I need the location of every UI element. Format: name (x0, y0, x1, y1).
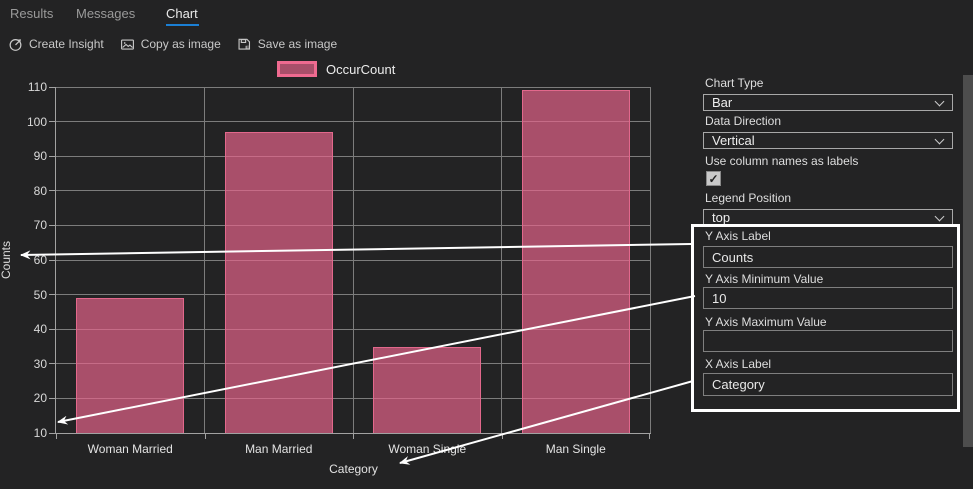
panel-scrollbar[interactable] (963, 75, 973, 447)
bar-man-single (521, 90, 630, 433)
y-tick (49, 397, 56, 399)
gridline-horizontal (56, 121, 651, 123)
gridline-horizontal (56, 224, 651, 226)
y-axis-title: Counts (0, 240, 13, 280)
tab-results[interactable]: Results (10, 6, 54, 21)
y-tick (49, 224, 56, 226)
copy-as-image-label: Copy as image (140, 37, 221, 51)
create-insight-label: Create Insight (29, 37, 104, 51)
gridline-horizontal (56, 294, 651, 296)
x-tick (501, 433, 503, 439)
checkmark-icon: ✓ (708, 172, 719, 186)
gridline-horizontal (56, 155, 651, 157)
gridline-horizontal (56, 86, 651, 88)
x-category-label: Man Married (245, 442, 313, 456)
y-tick (49, 121, 56, 123)
y-tick-label: 50 (33, 287, 47, 302)
x-axis-label-input[interactable] (703, 373, 953, 396)
y-tick-label: 80 (33, 183, 47, 198)
y-tick-label: 60 (33, 253, 47, 267)
tab-messages[interactable]: Messages (76, 6, 136, 21)
chart-type-value: Bar (712, 95, 733, 110)
gridline-horizontal (56, 259, 651, 261)
image-icon (120, 37, 135, 52)
use-column-names-checkbox[interactable]: ✓ (706, 171, 721, 186)
y-tick-label: 20 (33, 391, 47, 406)
y-tick (49, 328, 56, 330)
y-axis-max-input[interactable] (703, 330, 953, 352)
y-tick-label: 110 (27, 80, 47, 94)
y-tick (49, 86, 56, 88)
gridline-vertical (352, 87, 354, 433)
chart-type-label: Chart Type (705, 76, 764, 90)
x-axis-title: Category (329, 462, 378, 476)
y-tick-label: 10 (33, 426, 47, 440)
y-tick-label: 90 (33, 149, 47, 164)
y-axis-min-label: Y Axis Minimum Value (705, 272, 824, 286)
y-tick (49, 432, 56, 434)
chevron-down-icon (934, 211, 945, 222)
copy-as-image-button[interactable]: Copy as image (120, 37, 221, 52)
legend-item-occurcount[interactable]: OccurCount (277, 61, 395, 77)
gridline-vertical (649, 87, 651, 433)
y-axis-label-input[interactable] (703, 246, 953, 268)
y-tick (49, 259, 56, 261)
chevron-down-icon (934, 134, 945, 145)
tab-chart[interactable]: Chart (166, 6, 198, 21)
legend-position-value: top (712, 210, 731, 225)
chart-toolbar: Create Insight Copy as image (8, 35, 337, 53)
gridline-horizontal (56, 190, 651, 192)
data-direction-select[interactable]: Vertical (703, 132, 953, 149)
bar-woman-single (373, 346, 482, 433)
save-as-image-label: Save as image (257, 37, 338, 51)
legend-swatch (277, 61, 317, 77)
y-axis-max-label: Y Axis Maximum Value (705, 315, 827, 329)
x-category-label: Woman Married (87, 442, 173, 456)
x-category-label: Man Single (545, 442, 606, 456)
y-tick (49, 363, 56, 365)
active-tab-underline (166, 24, 199, 26)
y-tick (49, 294, 56, 296)
x-tick (353, 433, 354, 439)
x-category-label: Woman Single (388, 442, 467, 456)
legend-position-label: Legend Position (705, 191, 792, 205)
bar-woman-married (76, 298, 185, 433)
data-direction-label: Data Direction (705, 114, 782, 128)
gauge-icon (8, 37, 23, 52)
y-tick (49, 190, 56, 192)
y-tick-label: 40 (33, 322, 47, 337)
save-icon (237, 37, 252, 52)
data-direction-value: Vertical (712, 133, 755, 148)
y-axis-min-input[interactable] (703, 287, 953, 309)
legend-position-select[interactable]: top (703, 209, 953, 226)
x-tick (56, 433, 57, 439)
y-axis-label-label: Y Axis Label (705, 229, 771, 243)
y-tick-label: 100 (26, 114, 47, 129)
x-axis-label-label: X Axis Label (705, 357, 772, 371)
y-tick (49, 155, 56, 157)
legend-label: OccurCount (326, 61, 396, 77)
y-tick-label: 30 (33, 356, 47, 371)
gridline-vertical (204, 87, 205, 433)
bar-man-married (224, 131, 333, 433)
x-tick (204, 433, 206, 439)
create-insight-button[interactable]: Create Insight (8, 37, 104, 52)
chart-type-select[interactable]: Bar (703, 94, 953, 111)
plot-area: Category 10 20 30 40 50 60 70 80 90 100 110 Woman M… (27, 80, 651, 476)
x-tick (649, 433, 650, 439)
y-tick-label: 70 (33, 218, 47, 233)
gridline-vertical (501, 87, 502, 433)
use-column-names-label: Use column names as labels (705, 154, 859, 168)
chevron-down-icon (934, 96, 945, 107)
save-as-image-button[interactable]: Save as image (237, 37, 337, 52)
